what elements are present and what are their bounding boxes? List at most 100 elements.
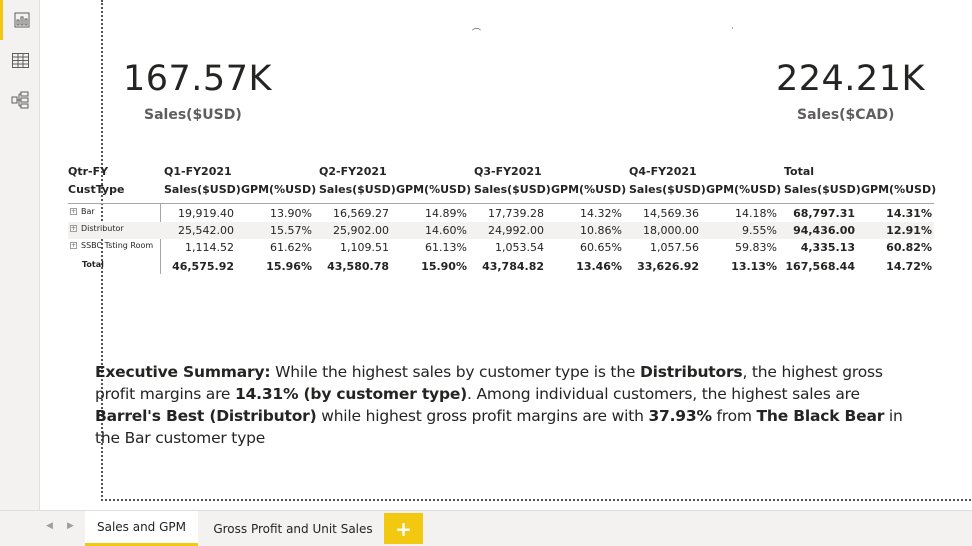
summary-text: . Among individual customers, the highes… (467, 385, 860, 403)
cell: 12.91% (886, 224, 932, 237)
cell: 33,626.92 (637, 260, 699, 273)
canvas-speck: ⌒ (472, 29, 482, 39)
cell: 1,057.56 (650, 241, 699, 254)
header-divider (68, 203, 934, 204)
expand-icon[interactable]: + (70, 225, 77, 232)
measure-header: Sales($USD) (164, 183, 241, 196)
cell: 14.60% (425, 224, 467, 237)
model-view-button[interactable] (0, 80, 40, 120)
cell: 1,053.54 (495, 241, 544, 254)
cell: 43,784.82 (482, 260, 544, 273)
measure-header: GPM(%USD) (861, 183, 937, 196)
summary-highlight: Barrel's Best (Distributor) (95, 407, 317, 425)
col-header-q3[interactable]: Q3-FY2021 (474, 165, 542, 178)
measure-header: Sales($USD) (319, 183, 396, 196)
summary-heading: Executive Summary: (95, 363, 271, 381)
summary-highlight: 37.93% (648, 407, 712, 425)
cell: 60.65% (580, 241, 622, 254)
cell: 15.96% (266, 260, 312, 273)
summary-text: , the highest gross profit margins are (95, 363, 883, 403)
col-header-q1[interactable]: Q1-FY2021 (164, 165, 232, 178)
measure-header: Sales($USD) (474, 183, 551, 196)
cell: 167,568.44 (785, 260, 855, 273)
measure-header: GPM(%USD) (706, 183, 782, 196)
table-row[interactable]: + Bar 19,919.40 13.90% 16,569.27 14.89% 1… (68, 205, 934, 222)
cell: 14.32% (580, 207, 622, 220)
kpi-sales-usd-label: Sales($USD) (144, 107, 242, 123)
summary-highlight: The Black Bear (756, 407, 885, 425)
cell: 59.83% (735, 241, 777, 254)
cell: 17,739.28 (488, 207, 544, 220)
cell: 15.90% (421, 260, 467, 273)
row-label: Total (82, 260, 104, 269)
cell: 43,580.78 (327, 260, 389, 273)
measure-header: Sales($USD) (784, 183, 861, 196)
model-icon (11, 91, 29, 109)
total-row[interactable]: Total 46,575.92 15.96% 43,580.78 15.90% … (68, 258, 934, 275)
row-header-qtr: Qtr-FY (68, 165, 109, 178)
cell: 14,569.36 (643, 207, 699, 220)
row-header-custtype: CustType (68, 183, 125, 196)
cell: 14.31% (886, 207, 932, 220)
summary-text: from (711, 407, 757, 425)
cell: 13.90% (270, 207, 312, 220)
bar-chart-icon (14, 12, 29, 28)
cell: 4,335.13 (800, 241, 855, 254)
summary-text: while highest gross profit margins are w… (316, 407, 649, 425)
cell: 25,902.00 (333, 224, 389, 237)
measure-header: GPM(%USD) (241, 183, 317, 196)
kpi-sales-usd-value[interactable]: 167.57K (123, 59, 272, 99)
expand-icon[interactable]: + (70, 208, 77, 215)
tab-gross-profit-unit-sales[interactable]: Gross Profit and Unit Sales (213, 521, 373, 536)
cell: 15.57% (270, 224, 312, 237)
cell: 13.13% (731, 260, 777, 273)
next-page-icon[interactable]: ▶ (67, 521, 74, 531)
cell: 14.18% (735, 207, 777, 220)
cell: 94,436.00 (793, 224, 855, 237)
prev-page-icon[interactable]: ◀ (46, 521, 53, 531)
expand-icon[interactable]: + (70, 242, 77, 249)
page-tab-bar: ◀ ▶ Sales and GPM Gross Profit and Unit … (0, 510, 972, 546)
data-view-button[interactable] (0, 40, 40, 80)
cell: 16,569.27 (333, 207, 389, 220)
summary-highlight: 14.31% (by customer type) (234, 385, 468, 403)
row-label[interactable]: + Bar (70, 207, 95, 216)
cell: 68,797.31 (793, 207, 855, 220)
row-label[interactable]: + SSBC Tsting Room (70, 241, 154, 250)
summary-highlight: Distributors (640, 363, 743, 381)
tab-sales-and-gpm[interactable]: Sales and GPM (85, 511, 198, 546)
cell: 19,919.40 (178, 207, 234, 220)
row-label[interactable]: + Distributor (70, 224, 124, 233)
measure-header: GPM(%USD) (396, 183, 472, 196)
row-header-divider (160, 204, 161, 274)
report-view-button[interactable] (0, 0, 40, 40)
cell: 25,542.00 (178, 224, 234, 237)
add-page-button[interactable]: + (384, 513, 423, 544)
col-header-total[interactable]: Total (784, 165, 815, 178)
table-grid-icon (11, 52, 29, 68)
cell: 61.62% (270, 241, 312, 254)
summary-text: in the Bar customer type (95, 407, 903, 447)
kpi-sales-cad-label: Sales($CAD) (797, 107, 895, 123)
table-row[interactable]: + SSBC Tsting Room 1,114.52 61.62% 1,109.… (68, 239, 934, 256)
summary-text: While the highest sales by customer type… (270, 363, 640, 381)
col-header-q4[interactable]: Q4-FY2021 (629, 165, 697, 178)
cell: 14.89% (425, 207, 467, 220)
table-row[interactable]: + Distributor 25,542.00 15.57% 25,902.00 … (68, 222, 934, 239)
cell: 1,114.52 (185, 241, 234, 254)
cell: 24,992.00 (488, 224, 544, 237)
cell: 10.86% (580, 224, 622, 237)
view-rail (0, 0, 40, 546)
cell: 9.55% (742, 224, 777, 237)
cell: 14.72% (886, 260, 932, 273)
col-header-q2[interactable]: Q2-FY2021 (319, 165, 387, 178)
measure-header: Sales($USD) (629, 183, 706, 196)
kpi-sales-cad-value[interactable]: 224.21K (776, 59, 925, 99)
cell: 1,109.51 (340, 241, 389, 254)
cell: 18,000.00 (643, 224, 699, 237)
measure-header: GPM(%USD) (551, 183, 627, 196)
cell: 61.13% (425, 241, 467, 254)
cell: 60.82% (886, 241, 932, 254)
cell: 13.46% (576, 260, 622, 273)
cell: 46,575.92 (172, 260, 234, 273)
